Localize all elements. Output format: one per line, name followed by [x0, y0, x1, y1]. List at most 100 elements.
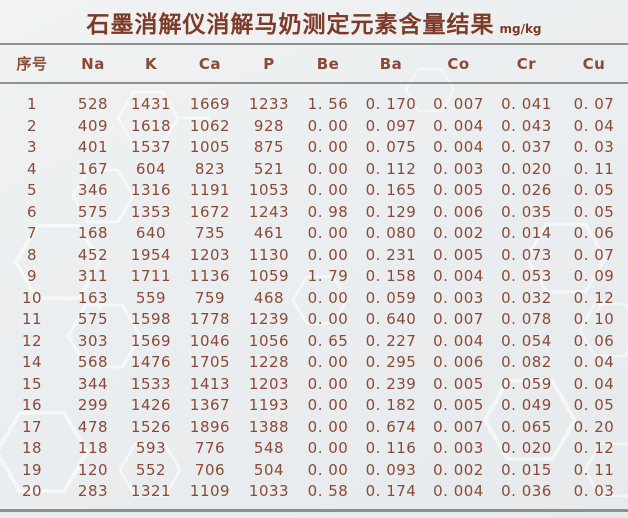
table-cell: 0. 00 — [307, 310, 349, 328]
table-cell: 1618 — [130, 116, 172, 135]
table-cell: 120 — [77, 460, 109, 479]
table-cell: 168 — [77, 224, 109, 242]
table-cell: 0. 65 — [307, 331, 349, 350]
table-cell: 776 — [194, 439, 226, 457]
table-cell: 928 — [253, 116, 285, 135]
table-cell: 504 — [253, 460, 285, 479]
table-cell: 1109 — [189, 482, 231, 500]
table-cell: 0. 12 — [573, 288, 615, 307]
column-header-be: Be — [316, 54, 340, 73]
table-row: 18 118 593 776 548 0. 00 0. 116 0. 003 0. 020 0. … — [0, 438, 628, 460]
table-cell: 0. 98 — [307, 202, 349, 221]
table-cell: 0. 04 — [573, 116, 615, 135]
table-cell: 0. 005 — [433, 245, 484, 264]
table-cell: 10 — [21, 288, 43, 307]
table-cell: 0. 00 — [307, 224, 349, 242]
table-row: 19 120 552 706 504 0. 00 0. 093 0. 002 0. 015 0. … — [0, 460, 628, 482]
table-row: 17 478 1526 1896 1388 0. 00 0. 674 0. 007 0. 065… — [0, 417, 628, 439]
table-cell: 1239 — [248, 310, 290, 328]
table-cell: 0. 020 — [501, 439, 552, 457]
table-cell: 1669 — [189, 95, 231, 113]
table-cell: 18 — [21, 439, 43, 457]
table-cell: 1672 — [189, 202, 231, 221]
column-header-cu: Cu — [582, 54, 606, 73]
table-cell: 0. 00 — [307, 417, 349, 436]
table-cell: 1321 — [130, 482, 172, 500]
table-cell: 0. 059 — [501, 374, 552, 393]
table-cell: 0. 006 — [433, 353, 484, 371]
table-cell: 1413 — [189, 374, 231, 393]
table-cell: 2 — [26, 116, 38, 135]
table-cell: 1533 — [130, 374, 172, 393]
table-cell: 1191 — [189, 181, 231, 199]
table-cell: 4 — [26, 159, 38, 178]
table-cell: 16 — [21, 396, 43, 414]
table-cell: 1059 — [248, 267, 290, 285]
table-row: 8 452 1954 1203 1130 0. 00 0. 231 0. 005 0. 073 0… — [0, 245, 628, 267]
table-cell: 593 — [135, 439, 167, 457]
table-cell: 0. 07 — [573, 245, 615, 264]
title-unit-label: mg/kg — [499, 22, 542, 36]
table-cell: 0. 00 — [307, 138, 349, 156]
table-cell: 0. 004 — [433, 482, 484, 500]
table-row: 3 401 1537 1005 875 0. 00 0. 075 0. 004 0. 037 0.… — [0, 137, 628, 159]
table-cell: 0. 116 — [365, 439, 417, 457]
table-row: 11 575 1598 1778 1239 0. 00 0. 640 0. 007 0. 078… — [0, 309, 628, 331]
table-cell: 1053 — [248, 181, 290, 199]
table-title-bar: 石墨消解仪消解马奶测定元素含量结果 mg/kg — [0, 0, 628, 43]
table-cell: 0. 003 — [433, 439, 484, 457]
table-cell: 1537 — [130, 138, 172, 156]
table-cell: 1526 — [130, 417, 172, 436]
table-cell: 1033 — [248, 482, 290, 500]
table-cell: 6 — [26, 202, 38, 221]
table-cell: 0. 05 — [573, 181, 615, 199]
table-cell: 0. 080 — [365, 224, 417, 242]
table-cell: 1203 — [248, 374, 290, 393]
table-cell: 0. 00 — [307, 288, 349, 307]
table-cell: 14 — [21, 353, 43, 371]
table-cell: 0. 002 — [433, 224, 484, 242]
table-cell: 7 — [26, 224, 38, 242]
table-cell: 0. 04 — [573, 374, 615, 393]
table-cell: 0. 12 — [573, 439, 615, 457]
table-cell: 1598 — [130, 310, 172, 328]
table-cell: 1203 — [189, 245, 231, 264]
table-cell: 1. 79 — [307, 267, 349, 285]
column-header-p: P — [263, 54, 275, 73]
table-cell: 0. 231 — [365, 245, 417, 264]
table-cell: 1316 — [130, 181, 172, 199]
table-cell: 344 — [77, 374, 109, 393]
table-cell: 1046 — [189, 331, 231, 350]
table-row: 12 303 1569 1046 1056 0. 65 0. 227 0. 004 0. 054… — [0, 331, 628, 353]
table-row: 10 163 559 759 468 0. 00 0. 059 0. 003 0. 032 0. … — [0, 288, 628, 310]
page-title: 石墨消解仪消解马奶测定元素含量结果 — [86, 11, 495, 38]
table-cell: 0. 174 — [365, 482, 417, 500]
table-cell: 0. 00 — [307, 181, 349, 199]
table-cell: 568 — [77, 353, 109, 371]
table-cell: 0. 129 — [365, 202, 417, 221]
table-cell: 0. 004 — [433, 331, 484, 350]
table-cell: 0. 00 — [307, 460, 349, 479]
table-cell: 0. 014 — [501, 224, 552, 242]
table-cell: 15 — [21, 374, 43, 393]
table-cell: 1136 — [189, 267, 231, 285]
table-cell: 1711 — [130, 267, 172, 285]
table-head: 序号 Na K Ca P Be Ba Co Cr Cu — [0, 44, 628, 83]
table-cell: 0. 035 — [501, 202, 552, 221]
table-cell: 346 — [77, 181, 109, 199]
table-cell: 0. 158 — [365, 267, 417, 285]
table-cell: 0. 03 — [573, 138, 615, 156]
table-row: 15 344 1533 1413 1203 0. 00 0. 239 0. 005 0. 059… — [0, 374, 628, 396]
table-cell: 0. 11 — [573, 460, 615, 479]
table-cell: 0. 073 — [501, 245, 552, 264]
column-header-cr: Cr — [516, 54, 537, 73]
table-cell: 0. 00 — [307, 159, 349, 178]
table-cell: 0. 020 — [501, 159, 552, 178]
table-cell: 559 — [135, 288, 167, 307]
table-cell: 0. 003 — [433, 159, 484, 178]
table-cell: 11 — [21, 310, 43, 328]
table-cell: 1228 — [248, 353, 290, 371]
column-header-k: K — [144, 54, 158, 73]
table-cell: 1431 — [130, 95, 172, 113]
table-cell: 521 — [253, 159, 285, 178]
